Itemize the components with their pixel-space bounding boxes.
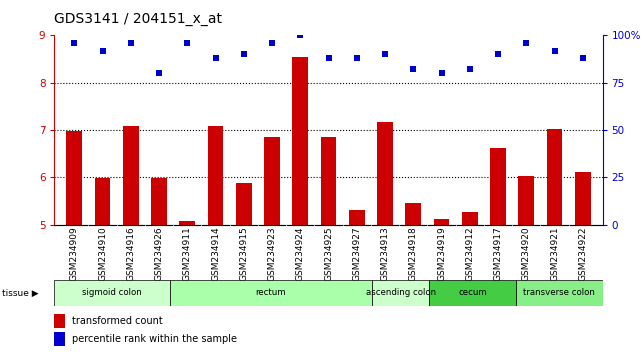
Text: GSM234918: GSM234918 xyxy=(409,227,418,281)
Bar xyxy=(547,129,562,225)
Bar xyxy=(179,221,195,225)
Text: GDS3141 / 204151_x_at: GDS3141 / 204151_x_at xyxy=(54,12,222,27)
Point xyxy=(210,55,221,61)
Bar xyxy=(516,280,603,306)
Text: ascending colon: ascending colon xyxy=(365,289,436,297)
Point xyxy=(69,40,79,46)
Bar xyxy=(170,280,372,306)
Text: GSM234926: GSM234926 xyxy=(154,227,163,281)
Point xyxy=(380,51,390,57)
Text: tissue ▶: tissue ▶ xyxy=(2,289,38,298)
Text: GSM234920: GSM234920 xyxy=(522,227,531,281)
Text: GSM234927: GSM234927 xyxy=(353,227,362,281)
Point xyxy=(549,48,560,53)
Text: GSM234919: GSM234919 xyxy=(437,227,446,281)
Text: GSM234917: GSM234917 xyxy=(494,227,503,281)
Bar xyxy=(236,183,251,225)
Bar xyxy=(429,280,516,306)
Text: GSM234915: GSM234915 xyxy=(239,227,248,281)
Point xyxy=(238,51,249,57)
Point xyxy=(352,55,362,61)
Point xyxy=(154,70,164,76)
Point xyxy=(578,55,588,61)
Text: GSM234914: GSM234914 xyxy=(211,227,220,281)
Point xyxy=(437,70,447,76)
Bar xyxy=(123,126,138,225)
Text: transformed count: transformed count xyxy=(72,316,163,326)
Bar xyxy=(320,137,337,225)
Point xyxy=(182,40,192,46)
Text: rectum: rectum xyxy=(256,289,286,297)
Bar xyxy=(462,212,478,225)
Point xyxy=(97,48,108,53)
Text: GSM234924: GSM234924 xyxy=(296,227,304,281)
Bar xyxy=(54,280,170,306)
Bar xyxy=(54,332,65,346)
Text: GSM234923: GSM234923 xyxy=(267,227,276,281)
Text: GSM234922: GSM234922 xyxy=(578,227,587,281)
Text: GSM234916: GSM234916 xyxy=(126,227,135,281)
Point xyxy=(323,55,333,61)
Text: GSM234912: GSM234912 xyxy=(465,227,474,281)
Bar xyxy=(575,172,590,225)
Text: GSM234910: GSM234910 xyxy=(98,227,107,281)
Text: GSM234921: GSM234921 xyxy=(550,227,559,281)
Bar xyxy=(519,177,534,225)
Text: cecum: cecum xyxy=(458,289,487,297)
Bar xyxy=(292,57,308,225)
Text: GSM234913: GSM234913 xyxy=(381,227,390,281)
Bar xyxy=(372,280,429,306)
Text: GSM234911: GSM234911 xyxy=(183,227,192,281)
Point xyxy=(493,51,503,57)
Text: percentile rank within the sample: percentile rank within the sample xyxy=(72,334,237,344)
Bar xyxy=(54,314,65,328)
Point xyxy=(267,40,277,46)
Bar xyxy=(95,178,110,225)
Text: transverse colon: transverse colon xyxy=(523,289,595,297)
Bar xyxy=(67,131,82,225)
Bar xyxy=(490,148,506,225)
Point xyxy=(408,67,419,72)
Point xyxy=(295,33,305,38)
Bar xyxy=(378,121,393,225)
Text: sigmoid colon: sigmoid colon xyxy=(82,289,142,297)
Bar xyxy=(264,137,279,225)
Point xyxy=(126,40,136,46)
Text: GSM234925: GSM234925 xyxy=(324,227,333,281)
Bar xyxy=(406,204,421,225)
Point xyxy=(465,67,475,72)
Bar xyxy=(151,178,167,225)
Bar xyxy=(208,126,223,225)
Bar xyxy=(434,219,449,225)
Point xyxy=(521,40,531,46)
Bar xyxy=(349,210,365,225)
Text: GSM234909: GSM234909 xyxy=(70,227,79,281)
